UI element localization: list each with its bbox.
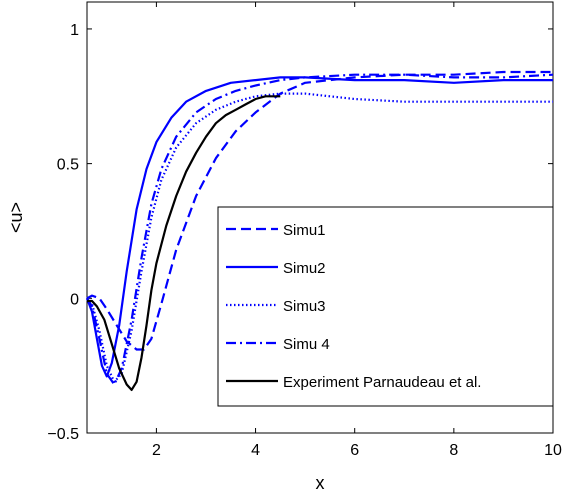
x-tick-label: 8 bbox=[449, 442, 458, 459]
series-line-5 bbox=[87, 95, 281, 391]
legend-label-5: Experiment Parnaudeau et al. bbox=[283, 374, 481, 391]
x-tick-label: 4 bbox=[251, 442, 260, 459]
x-tick-label: 6 bbox=[350, 442, 359, 459]
x-tick-label: 10 bbox=[544, 442, 562, 459]
x-tick-label: 2 bbox=[152, 442, 161, 459]
legend-label-1: Simu1 bbox=[283, 222, 326, 239]
y-axis-label: <u> bbox=[6, 202, 26, 233]
series-line-4 bbox=[86, 73, 554, 386]
series-line-2 bbox=[85, 76, 553, 378]
legend-label-3: Simu3 bbox=[283, 298, 326, 315]
y-tick-label: −0.5 bbox=[47, 426, 79, 443]
legend: Simu1 Simu2 Simu3 Simu 4 Experiment Parnaude… bbox=[217, 206, 554, 407]
legend-box bbox=[217, 206, 554, 407]
y-tick-label: 0 bbox=[70, 291, 79, 308]
y-tick-label: 0.5 bbox=[57, 157, 79, 174]
x-axis-label: x bbox=[316, 473, 325, 493]
legend-label-2: Simu2 bbox=[283, 260, 326, 277]
series-line-3 bbox=[86, 92, 553, 383]
plot-area: 2 4 6 8 10 −0.5 0 0.5 1 bbox=[47, 1, 562, 459]
series-line-1 bbox=[86, 70, 553, 351]
legend-label-4: Simu 4 bbox=[283, 336, 330, 353]
y-tick-label: 1 bbox=[70, 22, 79, 39]
